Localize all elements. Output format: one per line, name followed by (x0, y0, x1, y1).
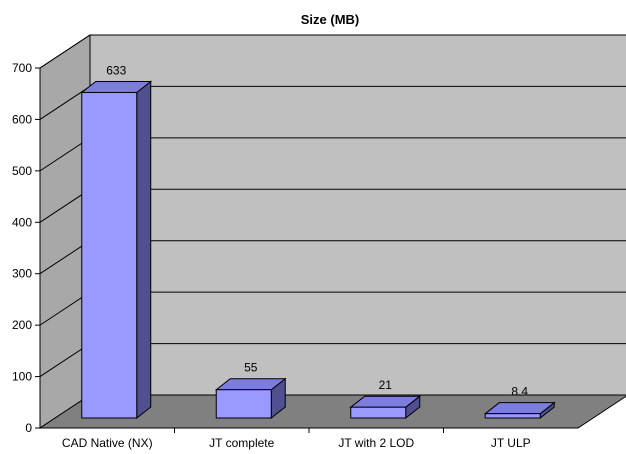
y-tick-label: 300 (12, 267, 32, 281)
bar (80, 80, 153, 420)
y-tick-label: 200 (12, 318, 32, 332)
data-label: 633 (106, 63, 126, 77)
back-wall (89, 34, 626, 396)
x-tick-label: JT ULP (491, 436, 531, 450)
data-label: 21 (379, 378, 393, 392)
y-tick-label: 0 (25, 421, 32, 435)
y-tick-label: 600 (12, 112, 32, 126)
y-tick-label: 100 (12, 370, 32, 384)
chart-title: Size (MB) (301, 12, 360, 27)
bars (80, 80, 556, 420)
bar-side (136, 80, 152, 420)
y-tick-labels: 0 100 200 300 400 500 600 700 (12, 61, 32, 435)
chart-walls (39, 34, 626, 429)
data-label: 8.4 (511, 385, 528, 399)
bar-front (215, 389, 272, 419)
bar (349, 395, 422, 420)
y-tick-label: 700 (12, 61, 32, 75)
y-tick-label: 500 (12, 164, 32, 178)
x-tick-label: CAD Native (NX) (62, 436, 153, 450)
bar-front (350, 406, 407, 419)
x-tick-label: JT with 2 LOD (338, 436, 414, 450)
bar (483, 401, 556, 420)
axes (35, 67, 578, 433)
data-labels: 633 55 21 8.4 (106, 63, 528, 398)
x-tick-label: JT complete (209, 436, 274, 450)
bar-front (81, 91, 138, 419)
bar (214, 377, 287, 420)
gridline (39, 34, 626, 69)
bar-front (484, 413, 541, 419)
x-tick-labels: CAD Native (NX) JT complete JT with 2 LOD J… (62, 436, 531, 450)
y-tick-label: 400 (12, 215, 32, 229)
data-label: 55 (244, 361, 258, 375)
